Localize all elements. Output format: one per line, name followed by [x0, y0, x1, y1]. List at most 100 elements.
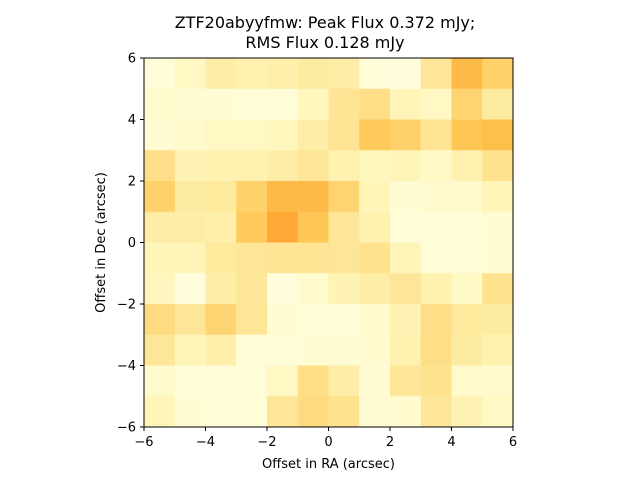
heatmap-cell	[420, 396, 452, 428]
heatmap-cell	[174, 365, 206, 397]
y-tick-label: −6	[117, 421, 136, 436]
heatmap-cell	[451, 58, 483, 90]
heatmap-cell	[359, 88, 391, 120]
heatmap-cell	[297, 334, 329, 366]
heatmap-cell	[144, 181, 176, 213]
heatmap-cell	[174, 334, 206, 366]
heatmap-cell	[328, 334, 360, 366]
heatmap-cell	[267, 88, 299, 120]
heatmap-cell	[174, 273, 206, 305]
heatmap-cell	[359, 396, 391, 428]
y-tick-label: 4	[128, 113, 136, 128]
heatmap-cell	[328, 273, 360, 305]
heatmap-cell	[267, 242, 299, 274]
heatmap-cell	[144, 304, 176, 336]
heatmap-cell	[144, 334, 176, 366]
heatmap-cell	[328, 150, 360, 182]
heatmap-cell	[236, 88, 268, 120]
x-tick-label: 0	[324, 435, 332, 450]
heatmap-cell	[144, 396, 176, 428]
heatmap-cell	[328, 211, 360, 243]
heatmap-cell	[205, 211, 237, 243]
heatmap-cell	[390, 304, 422, 336]
chart-title-line-2: RMS Flux 0.128 mJy	[245, 33, 404, 52]
heatmap-cell	[420, 273, 452, 305]
y-axis-ticks: −6 −4 −2 0 2 4 6	[117, 52, 144, 436]
y-axis-label: Offset in Dec (arcsec)	[94, 172, 109, 313]
x-tick-label: −4	[196, 435, 215, 450]
heatmap-cell	[482, 304, 514, 336]
heatmap-cell	[482, 181, 514, 213]
heatmap-cell	[236, 181, 268, 213]
heatmap-cell	[482, 334, 514, 366]
heatmap-cell	[205, 88, 237, 120]
heatmap-cell	[420, 119, 452, 151]
heatmap-cell	[205, 242, 237, 274]
heatmap-cell	[297, 181, 329, 213]
heatmap-cell	[390, 365, 422, 397]
heatmap-cell	[236, 119, 268, 151]
heatmap-cell	[328, 88, 360, 120]
heatmap-cell	[359, 304, 391, 336]
heatmap-cell	[297, 58, 329, 90]
heatmap-cell	[420, 88, 452, 120]
heatmap-cell	[359, 211, 391, 243]
heatmap-cell	[482, 273, 514, 305]
heatmap-cell	[174, 88, 206, 120]
heatmap-cell	[451, 396, 483, 428]
heatmap-cell	[144, 119, 176, 151]
heatmap-cell	[297, 150, 329, 182]
heatmap-cell	[236, 211, 268, 243]
heatmap-cell	[267, 211, 299, 243]
heatmap-cell	[144, 242, 176, 274]
heatmap-cell	[174, 150, 206, 182]
heatmap-cell	[420, 211, 452, 243]
heatmap-cell	[451, 119, 483, 151]
heatmap-cell	[451, 334, 483, 366]
heatmap-cell	[144, 58, 176, 90]
chart-title-line-1: ZTF20abyyfmw: Peak Flux 0.372 mJy;	[175, 13, 476, 32]
heatmap-cell	[420, 181, 452, 213]
heatmap-cell	[267, 396, 299, 428]
heatmap-cell	[267, 334, 299, 366]
heatmap-cell	[236, 58, 268, 90]
heatmap-cell	[390, 396, 422, 428]
heatmap-cell	[236, 396, 268, 428]
heatmap-cell	[390, 181, 422, 213]
heatmap-cell	[297, 273, 329, 305]
heatmap-cell	[205, 119, 237, 151]
heatmap-cell	[451, 150, 483, 182]
heatmap-cell	[390, 211, 422, 243]
heatmap-cell	[205, 181, 237, 213]
heatmap-cell	[328, 242, 360, 274]
heatmap-cell	[359, 242, 391, 274]
heatmap-cell	[420, 242, 452, 274]
heatmap-cell	[359, 365, 391, 397]
heatmap-cell	[420, 58, 452, 90]
y-tick-label: 2	[128, 175, 136, 190]
heatmap-cell	[174, 119, 206, 151]
heatmap-cell	[205, 334, 237, 366]
heatmap-cell	[267, 181, 299, 213]
heatmap-cell	[482, 365, 514, 397]
heatmap-cell	[174, 211, 206, 243]
heatmap-cell	[451, 304, 483, 336]
heatmap-cell	[144, 88, 176, 120]
y-tick-label: −2	[117, 298, 136, 313]
heatmap-cell	[451, 211, 483, 243]
heatmap-cell	[205, 304, 237, 336]
heatmap-cell	[390, 273, 422, 305]
heatmap-cell	[174, 396, 206, 428]
heatmap-cell	[328, 58, 360, 90]
heatmap-cell	[451, 273, 483, 305]
heatmap-cell	[267, 150, 299, 182]
heatmap-cell	[359, 334, 391, 366]
heatmap-cell	[144, 365, 176, 397]
heatmap-cell	[267, 365, 299, 397]
heatmap-cell	[174, 181, 206, 213]
heatmap-cell	[451, 242, 483, 274]
heatmap-cell	[359, 150, 391, 182]
heatmap-cell	[205, 365, 237, 397]
heatmap-cell	[482, 88, 514, 120]
